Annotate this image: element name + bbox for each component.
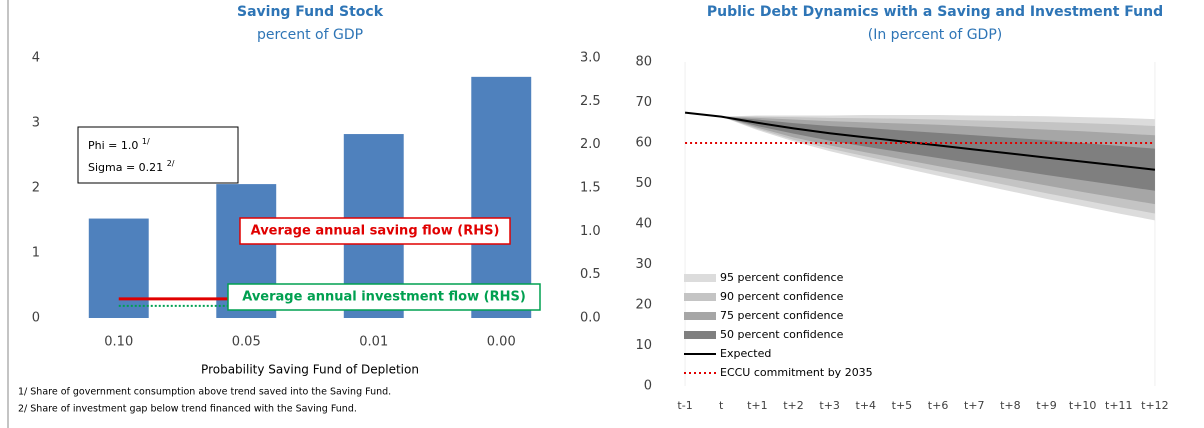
x-tick-label: t+2 [783, 399, 804, 412]
legend-label: Average annual saving flow (RHS) [251, 224, 500, 239]
legend-label: 95 percent confidence [720, 271, 844, 284]
legend-swatch [684, 312, 716, 320]
y2-tick-label: 2.5 [580, 94, 601, 109]
x-tick-label: 0.05 [232, 335, 261, 350]
x-tick-label: t+9 [1036, 399, 1057, 412]
bar [88, 218, 149, 318]
annotation: Phi = 1.0 1/ [88, 137, 150, 153]
x-tick-label: 0.01 [359, 335, 388, 350]
y-tick-label: 50 [635, 176, 652, 191]
legend-swatch [684, 274, 716, 282]
y-tick-label: 20 [635, 298, 652, 313]
y2-tick-label: 0.0 [580, 311, 601, 326]
x-tick-label: t+1 [747, 399, 768, 412]
legend-label: Expected [720, 347, 771, 360]
legend-label: ECCU commitment by 2035 [720, 366, 873, 379]
legend-swatch [684, 293, 716, 301]
x-tick-label: t+12 [1141, 399, 1169, 412]
annotation-note: 1/ [142, 137, 150, 146]
x-tick-label: t+4 [856, 399, 877, 412]
y-tick-label: 0 [32, 311, 40, 326]
legend-label: 75 percent confidence [720, 309, 844, 322]
chart-subtitle: (In percent of GDP) [868, 27, 1002, 43]
x-tick-label: t+3 [819, 399, 840, 412]
y-tick-label: 80 [635, 55, 652, 70]
legend-label: 90 percent confidence [720, 290, 844, 303]
y2-tick-label: 3.0 [580, 51, 601, 66]
annotation-text: Sigma = 0.21 [88, 161, 163, 174]
x-tick-label: t+6 [928, 399, 949, 412]
bar [471, 76, 532, 318]
x-tick-label: 0.10 [104, 335, 133, 350]
y-tick-label: 40 [635, 217, 652, 232]
y2-tick-label: 1.5 [580, 181, 601, 196]
confidence-band [721, 116, 1155, 191]
legend-swatch [684, 331, 716, 339]
chart-title: Saving Fund Stock [237, 4, 384, 20]
annotation: Sigma = 0.21 2/ [88, 159, 175, 175]
x-tick-label: t-1 [677, 399, 692, 412]
footnote: 1/ Share of government consumption above… [18, 387, 391, 398]
series-line [684, 111, 1156, 171]
y-tick-label: 2 [32, 181, 40, 196]
y-tick-label: 3 [32, 116, 40, 131]
x-tick-label: t+7 [964, 399, 985, 412]
y-tick-label: 70 [635, 95, 652, 110]
y-tick-label: 1 [32, 246, 40, 261]
legend-box [239, 217, 511, 245]
chart-title: Public Debt Dynamics with a Saving and I… [707, 4, 1163, 20]
x-tick-label: t+11 [1105, 399, 1133, 412]
y2-tick-label: 0.5 [580, 267, 601, 282]
x-axis-label: Probability Saving Fund of Depletion [201, 363, 419, 377]
x-tick-label: t [719, 399, 724, 412]
annotation-text: Phi = 1.0 [88, 139, 138, 152]
legend-box [227, 283, 541, 311]
legend-label: 50 percent confidence [720, 328, 844, 341]
footnote: 2/ Share of investment gap below trend f… [18, 404, 357, 415]
x-tick-label: t+8 [1000, 399, 1021, 412]
x-tick-label: 0.00 [487, 335, 516, 350]
x-tick-label: t+5 [892, 399, 913, 412]
y-tick-label: 4 [32, 51, 40, 66]
x-tick-label: t+10 [1069, 399, 1097, 412]
chart-subtitle: percent of GDP [257, 27, 363, 43]
y2-tick-label: 1.0 [580, 224, 601, 239]
y2-tick-label: 2.0 [580, 137, 601, 152]
y-tick-label: 0 [644, 379, 652, 394]
y-tick-label: 30 [635, 257, 652, 272]
annotation-box [77, 126, 239, 184]
y-tick-label: 10 [635, 338, 652, 353]
annotation-note: 2/ [167, 159, 175, 168]
legend-label: Average annual investment flow (RHS) [242, 290, 526, 305]
y-tick-label: 60 [635, 136, 652, 151]
